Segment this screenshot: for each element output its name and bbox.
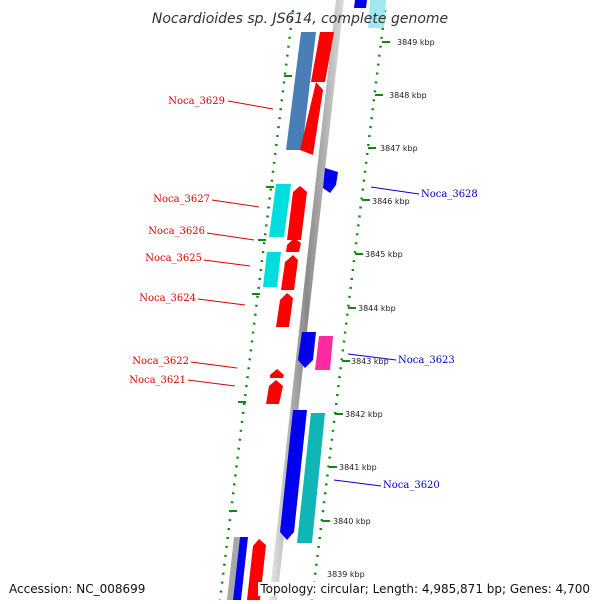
genome-summary-text: Topology: circular; Length: 4,985,871 bp… xyxy=(258,582,590,596)
tick-label: 3845 kbp xyxy=(365,250,403,259)
gene-feature-bottom-gray xyxy=(227,537,240,600)
gene-feature-3622 xyxy=(270,369,284,378)
gene-feature-3623-blue xyxy=(298,332,316,368)
gc-skew-track-left xyxy=(218,9,295,601)
genome-backbone xyxy=(269,0,344,600)
tick-label: 3841 kbp xyxy=(339,463,377,472)
gene-feature-top-cyan xyxy=(368,0,386,28)
gene-feature-3623-magenta xyxy=(315,336,333,370)
tick-label: 3843 kbp xyxy=(351,357,389,366)
gene-label-noca-3621[interactable]: Noca_3621 xyxy=(129,375,186,386)
gene-feature-3621 xyxy=(266,380,283,404)
tick-label: 3848 kbp xyxy=(389,91,427,100)
accession-text: Accession: NC_008699 xyxy=(9,582,146,596)
gene-feature-3624 xyxy=(276,293,293,327)
gene-feature-3629-steelblue xyxy=(286,32,316,150)
gene-feature-top-blue xyxy=(354,0,367,8)
tick-label: 3842 kbp xyxy=(345,410,383,419)
gene-feature-3620-teal xyxy=(297,413,325,543)
gene-feature-3626 xyxy=(286,238,301,252)
tick-label: 3840 kbp xyxy=(333,517,371,526)
gene-feature-3627-red xyxy=(287,186,307,240)
gene-label-noca-3628[interactable]: Noca_3628 xyxy=(421,189,478,200)
gene-feature-3628 xyxy=(323,168,338,193)
gc-skew-track-right xyxy=(310,9,387,601)
tick-label: 3844 kbp xyxy=(358,304,396,313)
tick-label: 3849 kbp xyxy=(397,38,435,47)
gene-label-noca-3622[interactable]: Noca_3622 xyxy=(132,356,189,367)
gene-label-noca-3625[interactable]: Noca_3625 xyxy=(145,253,202,264)
gene-feature-3629-red-upper xyxy=(311,32,334,82)
map-title: Nocardioides sp. JS614, complete genome xyxy=(152,11,448,27)
gene-feature-bottom-blue xyxy=(233,537,248,600)
tick-marks-left xyxy=(229,75,292,512)
gene-label-noca-3624[interactable]: Noca_3624 xyxy=(139,293,196,304)
gene-label-noca-3626[interactable]: Noca_3626 xyxy=(148,226,205,237)
tick-marks xyxy=(322,41,390,522)
gene-features xyxy=(227,0,386,600)
gene-feature-3620-blue xyxy=(280,410,307,540)
tick-label: 3839 kbp xyxy=(327,570,365,579)
gene-label-noca-3623[interactable]: Noca_3623 xyxy=(398,355,455,366)
gene-label-noca-3629[interactable]: Noca_3629 xyxy=(168,96,225,107)
gene-feature-3625-cyan xyxy=(263,252,281,287)
gene-feature-3627-cyan xyxy=(269,184,291,237)
tick-label: 3846 kbp xyxy=(372,197,410,206)
gene-labels: Noca_3629 Noca_3628 Noca_3627 Noca_3626 … xyxy=(129,96,478,491)
gene-feature-3625-red xyxy=(281,255,298,290)
gene-feature-3629-red xyxy=(300,82,323,155)
tick-label: 3847 kbp xyxy=(380,144,418,153)
gene-label-noca-3627[interactable]: Noca_3627 xyxy=(153,194,210,205)
tick-labels: 3849 kbp 3848 kbp 3847 kbp 3846 kbp 3845… xyxy=(327,38,435,579)
gene-label-noca-3620[interactable]: Noca_3620 xyxy=(383,480,440,491)
leader-lines xyxy=(187,100,420,487)
